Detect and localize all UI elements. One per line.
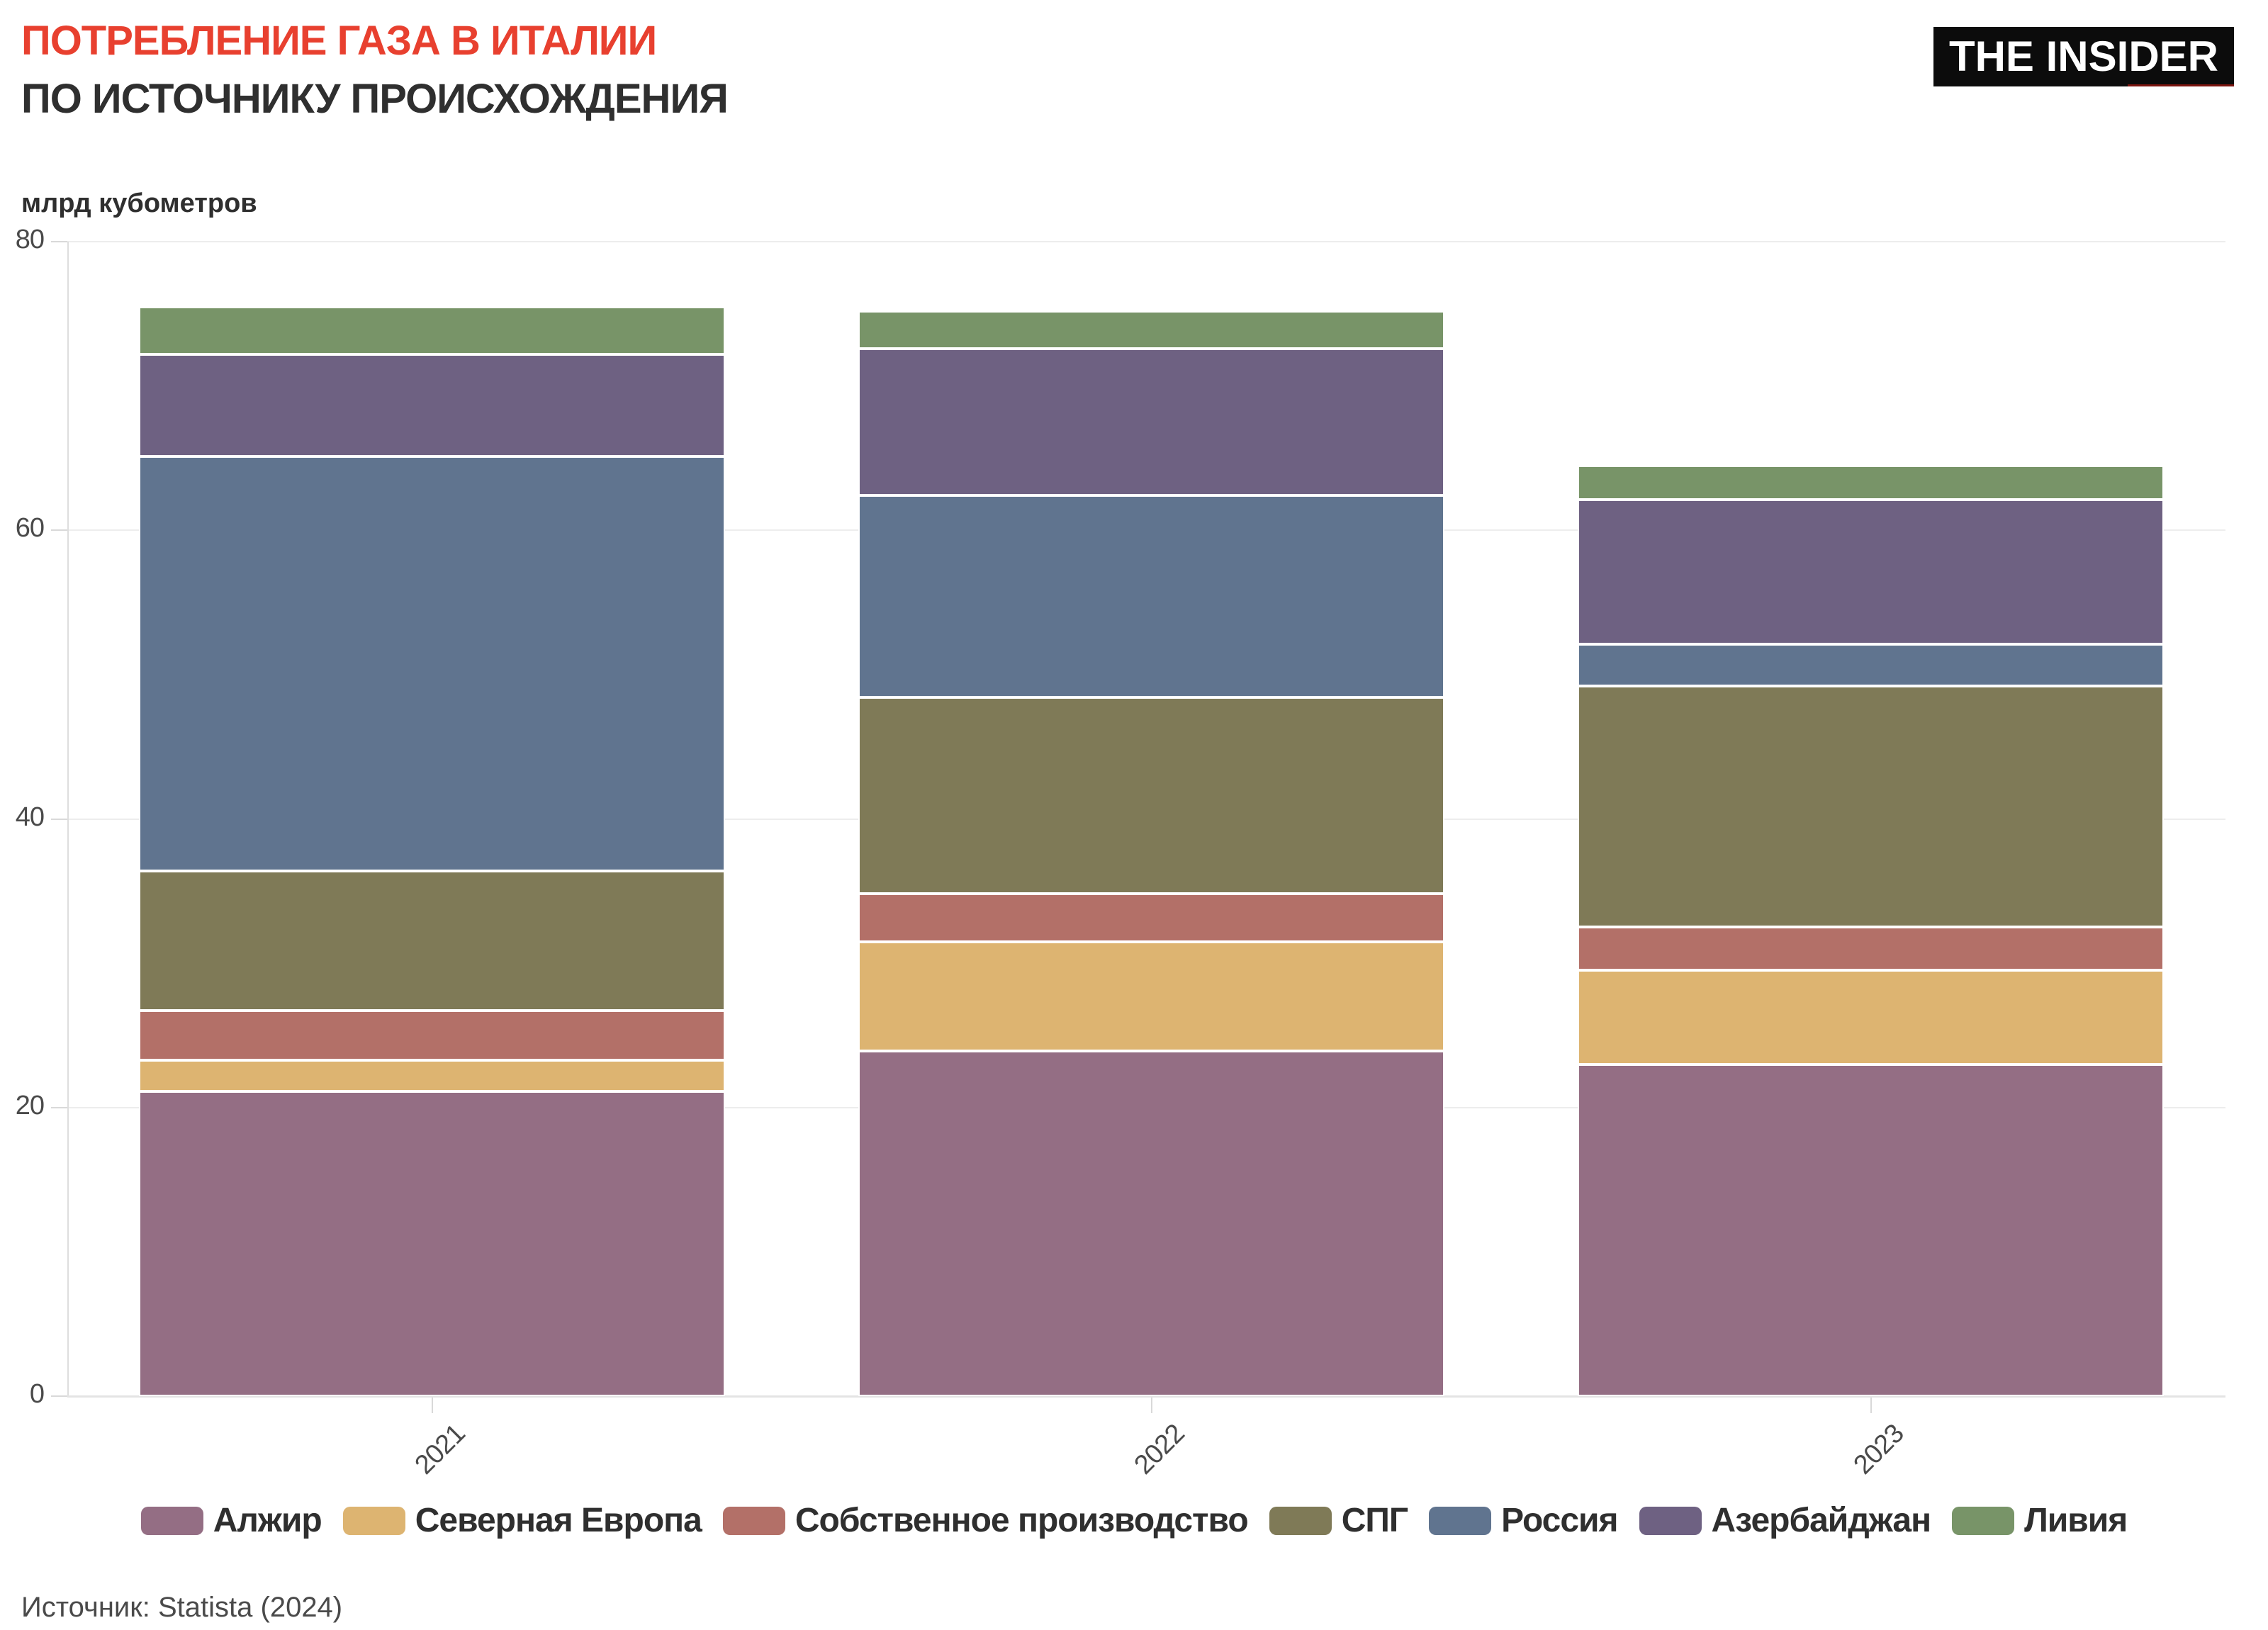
bar-segment-2022-Россия (858, 495, 1444, 698)
legend-label: Алжир (213, 1502, 322, 1539)
bar-segment-2022-Азербайджан (858, 348, 1444, 496)
y-tick-label-40: 40 (15, 802, 45, 832)
page-title: ПОТРЕБЛЕНИЕ ГАЗА В ИТАЛИИ (21, 18, 657, 64)
y-tick-label-80: 80 (15, 225, 45, 254)
y-tick-label-60: 60 (15, 513, 45, 544)
legend-swatch-Собственное производство (722, 1506, 785, 1535)
x-tick-label-2023: 2023 (1848, 1419, 1910, 1480)
bar-segment-2023-Собственное производство (1578, 927, 2164, 971)
bar-segment-2021-Алжир (139, 1091, 725, 1396)
bar-segment-2021-Россия (139, 456, 725, 871)
bar-segment-2023-Ливия (1578, 465, 2164, 500)
y-axis-unit-label: млрд кубометров (21, 189, 257, 218)
y-tick-20 (51, 1106, 67, 1108)
legend-item-Россия: Россия (1429, 1501, 1619, 1540)
y-tick-label-0: 0 (29, 1379, 45, 1409)
legend-label: СПГ (1341, 1502, 1408, 1539)
x-tick-label-2021: 2021 (409, 1419, 471, 1480)
bar-segment-2022-Собственное производство (858, 894, 1444, 942)
bar-segment-2021-Ливия (139, 306, 725, 354)
legend-item-Алжир: Алжир (140, 1501, 322, 1540)
x-tick-2022 (1150, 1398, 1152, 1413)
legend-item-Северная Европа: Северная Европа (342, 1501, 702, 1540)
legend-item-СПГ: СПГ (1269, 1501, 1408, 1540)
bar-segment-2021-Азербайджан (139, 354, 725, 457)
bar-segment-2022-Алжир (858, 1051, 1444, 1396)
x-tick-2021 (431, 1398, 433, 1413)
legend-label: Собственное производство (795, 1502, 1249, 1539)
legend-swatch-Россия (1429, 1506, 1492, 1535)
y-tick-40 (51, 818, 67, 820)
logo-red-underline (2128, 84, 2234, 86)
legend-label: Ливия (2024, 1502, 2128, 1539)
bar-segment-2023-Россия (1578, 644, 2164, 687)
x-axis-line (67, 1395, 2225, 1398)
y-tick-60 (51, 529, 67, 532)
y-tick-0 (51, 1395, 67, 1397)
y-tick-label-20: 20 (15, 1090, 45, 1120)
bar-segment-2021-Северная Европа (139, 1060, 725, 1092)
legend-swatch-Ливия (1952, 1506, 2015, 1535)
bar-segment-2023-СПГ (1578, 686, 2164, 928)
legend: Алжир Северная Европа Собственное производ… (0, 1501, 2268, 1540)
legend-swatch-СПГ (1269, 1506, 1332, 1535)
legend-item-Азербайджан: Азербайджан (1639, 1501, 1931, 1540)
legend-item-Ливия: Ливия (1952, 1501, 2128, 1540)
bar-segment-2021-Собственное производство (139, 1011, 725, 1060)
y-tick-80 (51, 241, 67, 242)
x-tick-2023 (1870, 1398, 1872, 1413)
bar-segment-2022-СПГ (858, 697, 1444, 894)
legend-swatch-Алжир (140, 1506, 203, 1535)
source-note: Источник: Statista (2024) (21, 1592, 343, 1623)
bar-segment-2021-СПГ (139, 870, 725, 1011)
bar-segment-2023-Азербайджан (1578, 500, 2164, 645)
y-axis-line (67, 242, 69, 1396)
legend-swatch-Азербайджан (1639, 1506, 1702, 1535)
bar-segment-2022-Северная Европа (858, 941, 1444, 1052)
legend-item-Собственное производство: Собственное производство (722, 1501, 1249, 1540)
logo-text: THE INSIDER (1948, 33, 2218, 80)
page-subtitle: ПО ИСТОЧНИКУ ПРОИСХОЖДЕНИЯ (21, 76, 729, 122)
the-insider-logo: THE INSIDER (1933, 27, 2234, 86)
x-tick-label-2022: 2022 (1128, 1419, 1191, 1480)
legend-swatch-Северная Европа (342, 1506, 405, 1535)
bar-segment-2023-Алжир (1578, 1064, 2164, 1396)
legend-label: Россия (1501, 1502, 1618, 1539)
bar-segment-2023-Северная Европа (1578, 970, 2164, 1064)
bar-segment-2022-Ливия (858, 310, 1444, 349)
grid-line-80 (67, 241, 2225, 242)
legend-label: Азербайджан (1711, 1502, 1932, 1539)
legend-label: Северная Европа (415, 1502, 702, 1539)
